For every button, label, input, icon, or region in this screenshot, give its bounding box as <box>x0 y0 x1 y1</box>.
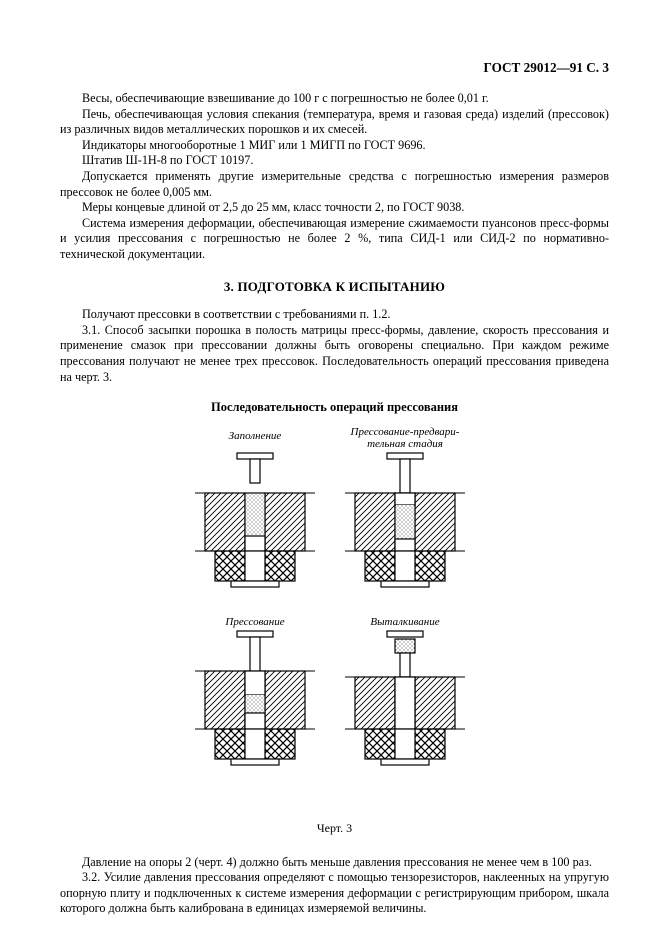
label-fill: Заполнение <box>228 430 281 442</box>
label-eject: Выталкивание <box>370 616 439 628</box>
body-text-block-1: Весы, обеспечивающие взвешивание до 100 … <box>60 91 609 263</box>
para-3: Индикаторы многооборотные 1 МИГ или 1 МИ… <box>60 138 609 154</box>
pressing-sequence-diagram: Заполнение Прессование-предвари- тельная… <box>180 425 490 815</box>
para-5: Допускается применять другие измерительн… <box>60 169 609 200</box>
para-after-2: 3.2. Усилие давления прессования определ… <box>60 870 609 917</box>
page: ГОСТ 29012—91 С. 3 Весы, обеспечивающие … <box>0 0 661 936</box>
para-2: Печь, обеспечивающая условия спекания (т… <box>60 107 609 138</box>
para-after-1: Давление на опоры 2 (черт. 4) должно быт… <box>60 855 609 871</box>
stage-pressing <box>195 631 315 765</box>
para-3-2: 3.1. Способ засыпки порошка в полость ма… <box>60 323 609 385</box>
figure-title: Последовательность операций прессования <box>60 399 609 415</box>
figure-caption: Черт. 3 <box>60 821 609 836</box>
label-pre2: тельная стадия <box>367 438 443 450</box>
para-7: Система измерения деформации, обеспечива… <box>60 216 609 263</box>
label-press: Прессование <box>224 616 284 628</box>
section-3-heading: 3. ПОДГОТОВКА К ИСПЫТАНИЮ <box>60 279 609 296</box>
stage-preliminary <box>345 453 465 587</box>
label-pre1: Прессование-предвари- <box>349 426 459 438</box>
para-1: Весы, обеспечивающие взвешивание до 100 … <box>60 91 609 107</box>
para-3-1: Получают прессовки в соответствии с треб… <box>60 307 609 323</box>
page-header-right: ГОСТ 29012—91 С. 3 <box>60 60 609 77</box>
para-6: Меры концевые длиной от 2,5 до 25 мм, кл… <box>60 200 609 216</box>
figure-wrap: Заполнение Прессование-предвари- тельная… <box>60 425 609 815</box>
body-text-block-3: Давление на опоры 2 (черт. 4) должно быт… <box>60 855 609 917</box>
stage-ejection <box>345 631 465 765</box>
body-text-block-2: Получают прессовки в соответствии с треб… <box>60 307 609 385</box>
stage-fill <box>195 453 315 587</box>
para-4: Штатив Ш-1Н-8 по ГОСТ 10197. <box>60 153 609 169</box>
